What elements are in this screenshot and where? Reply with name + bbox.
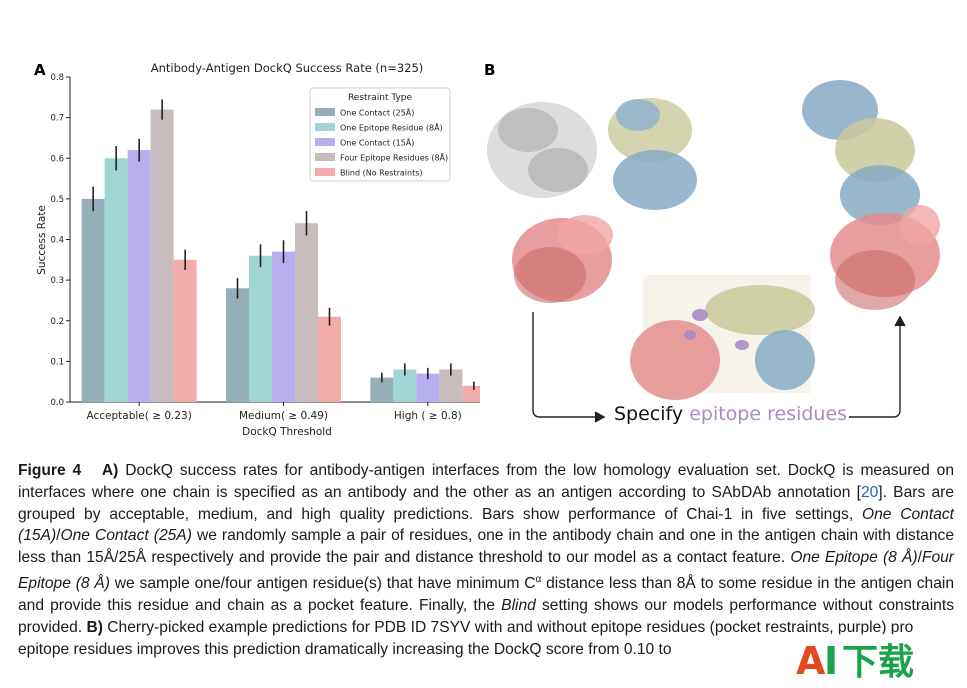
y-tick-label: 0.5 (50, 195, 64, 205)
legend-box (309, 87, 451, 182)
caption-italic-4: Four Epitope (8 Å) (18, 549, 954, 593)
bar (104, 158, 128, 402)
bar (226, 288, 249, 402)
bar (127, 150, 151, 402)
specify-prefix: Specify (614, 403, 684, 425)
epitope-residues-highlight: epitope residues (689, 403, 848, 425)
legend-swatch (315, 138, 335, 146)
blind-prediction-structure (487, 98, 697, 303)
protein-structures-illustration: B (484, 61, 940, 423)
figure-label: Figure 4 (18, 462, 82, 479)
panel-b-structures: B (480, 60, 960, 440)
y-tick-label: 0.0 (50, 398, 64, 408)
y-tick-label: 0.2 (50, 317, 64, 327)
interface-zoom-inset (630, 275, 815, 400)
bar (272, 251, 295, 402)
legend-title: Restraint Type (348, 93, 413, 103)
legend-label: One Contact (25Å) (340, 107, 414, 118)
watermark-logo: A I 下载 (792, 634, 942, 684)
caption-text-7: Cherry-picked example predictions for PD… (102, 618, 914, 636)
bar (393, 369, 417, 402)
caption-text-8: epitope residues improves this predictio… (18, 640, 672, 658)
epitope-prediction-structure (802, 80, 940, 310)
plot-area: 0.0 0.1 0.2 0.3 0.4 0.5 0.6 0.7 0.8 Acceptable( ≥… (50, 73, 480, 422)
x-tick-label: High ( ≥ 0.8) (394, 410, 462, 422)
bar (462, 385, 480, 402)
bar (318, 316, 341, 402)
figure-caption: Figure 4 A) DockQ success rates for anti… (18, 460, 954, 660)
bar (249, 255, 272, 402)
watermark-letter-a: A (796, 639, 826, 683)
y-tick-label: 0.4 (50, 236, 64, 246)
bar (173, 259, 197, 402)
x-tick-label: Acceptable( ≥ 0.23) (87, 410, 192, 422)
caption-a-label: A) (101, 462, 119, 479)
y-tick-label: 0.3 (50, 276, 64, 286)
caption-text-3: we randomly sample a pair of residues, o… (18, 527, 955, 567)
bar (150, 109, 174, 402)
bar (295, 223, 318, 402)
bar (370, 377, 394, 402)
success-rate-bar-chart: A Antibody-Antigen DockQ Success Rate (n… (34, 61, 480, 438)
caption-italic-3: One Epitope (8 Å) (790, 549, 918, 567)
x-tick-label: Medium( ≥ 0.49) (239, 410, 328, 422)
legend-swatch (315, 108, 335, 116)
legend-label: One Contact (15Å) (340, 137, 414, 148)
y-axis-label: Success Rate (36, 205, 48, 275)
bar (81, 198, 105, 402)
watermark-letter-i: I (824, 639, 838, 683)
legend-label: One Epitope Residue (8Å) (340, 122, 443, 133)
caption-text-2: ]. Bars are grouped by acceptable, mediu… (18, 483, 955, 523)
caption-text-4: we sample one/four antigen residue(s) th… (109, 575, 536, 593)
specify-epitope-label: Specify epitope residues (612, 403, 850, 425)
chart-title: Antibody-Antigen DockQ Success Rate (n=3… (151, 61, 424, 75)
x-axis-label: DockQ Threshold (242, 426, 332, 438)
y-tick-label: 0.1 (50, 357, 64, 367)
legend-label: Blind (No Restraints) (340, 169, 423, 178)
y-tick-label: 0.8 (50, 73, 64, 83)
legend-swatch (315, 123, 335, 131)
bar (416, 373, 440, 402)
caption-text-1: DockQ success rates for antibody-antigen… (18, 462, 955, 501)
caption-text-5: distance less than 8Å to some residue in… (18, 575, 955, 614)
caption-italic-1: One Contact (15A) (18, 505, 954, 545)
citation-link[interactable]: 20 (860, 483, 879, 501)
alpha-superscript: α (535, 573, 542, 585)
bar (439, 369, 463, 402)
panel-label-a: A (34, 61, 46, 79)
watermark-chinese: 下载 (842, 642, 914, 683)
legend-swatch (315, 153, 335, 161)
caption-italic-2: One Contact (25A) (60, 527, 192, 545)
panel-label-b: B (484, 61, 495, 79)
legend-swatch (315, 168, 335, 176)
caption-text-6: setting shows our models performance wit… (18, 596, 954, 636)
transition-arrow (532, 312, 906, 423)
caption-slash-2: / (917, 549, 922, 567)
y-tick-label: 0.6 (50, 154, 64, 164)
caption-italic-5: Blind (501, 596, 536, 614)
y-tick-label: 0.7 (50, 114, 64, 124)
legend-label: Four Epitope Residues (8Å) (340, 152, 448, 163)
caption-b-label: B) (86, 618, 103, 636)
caption-slash-1: / (56, 527, 61, 545)
